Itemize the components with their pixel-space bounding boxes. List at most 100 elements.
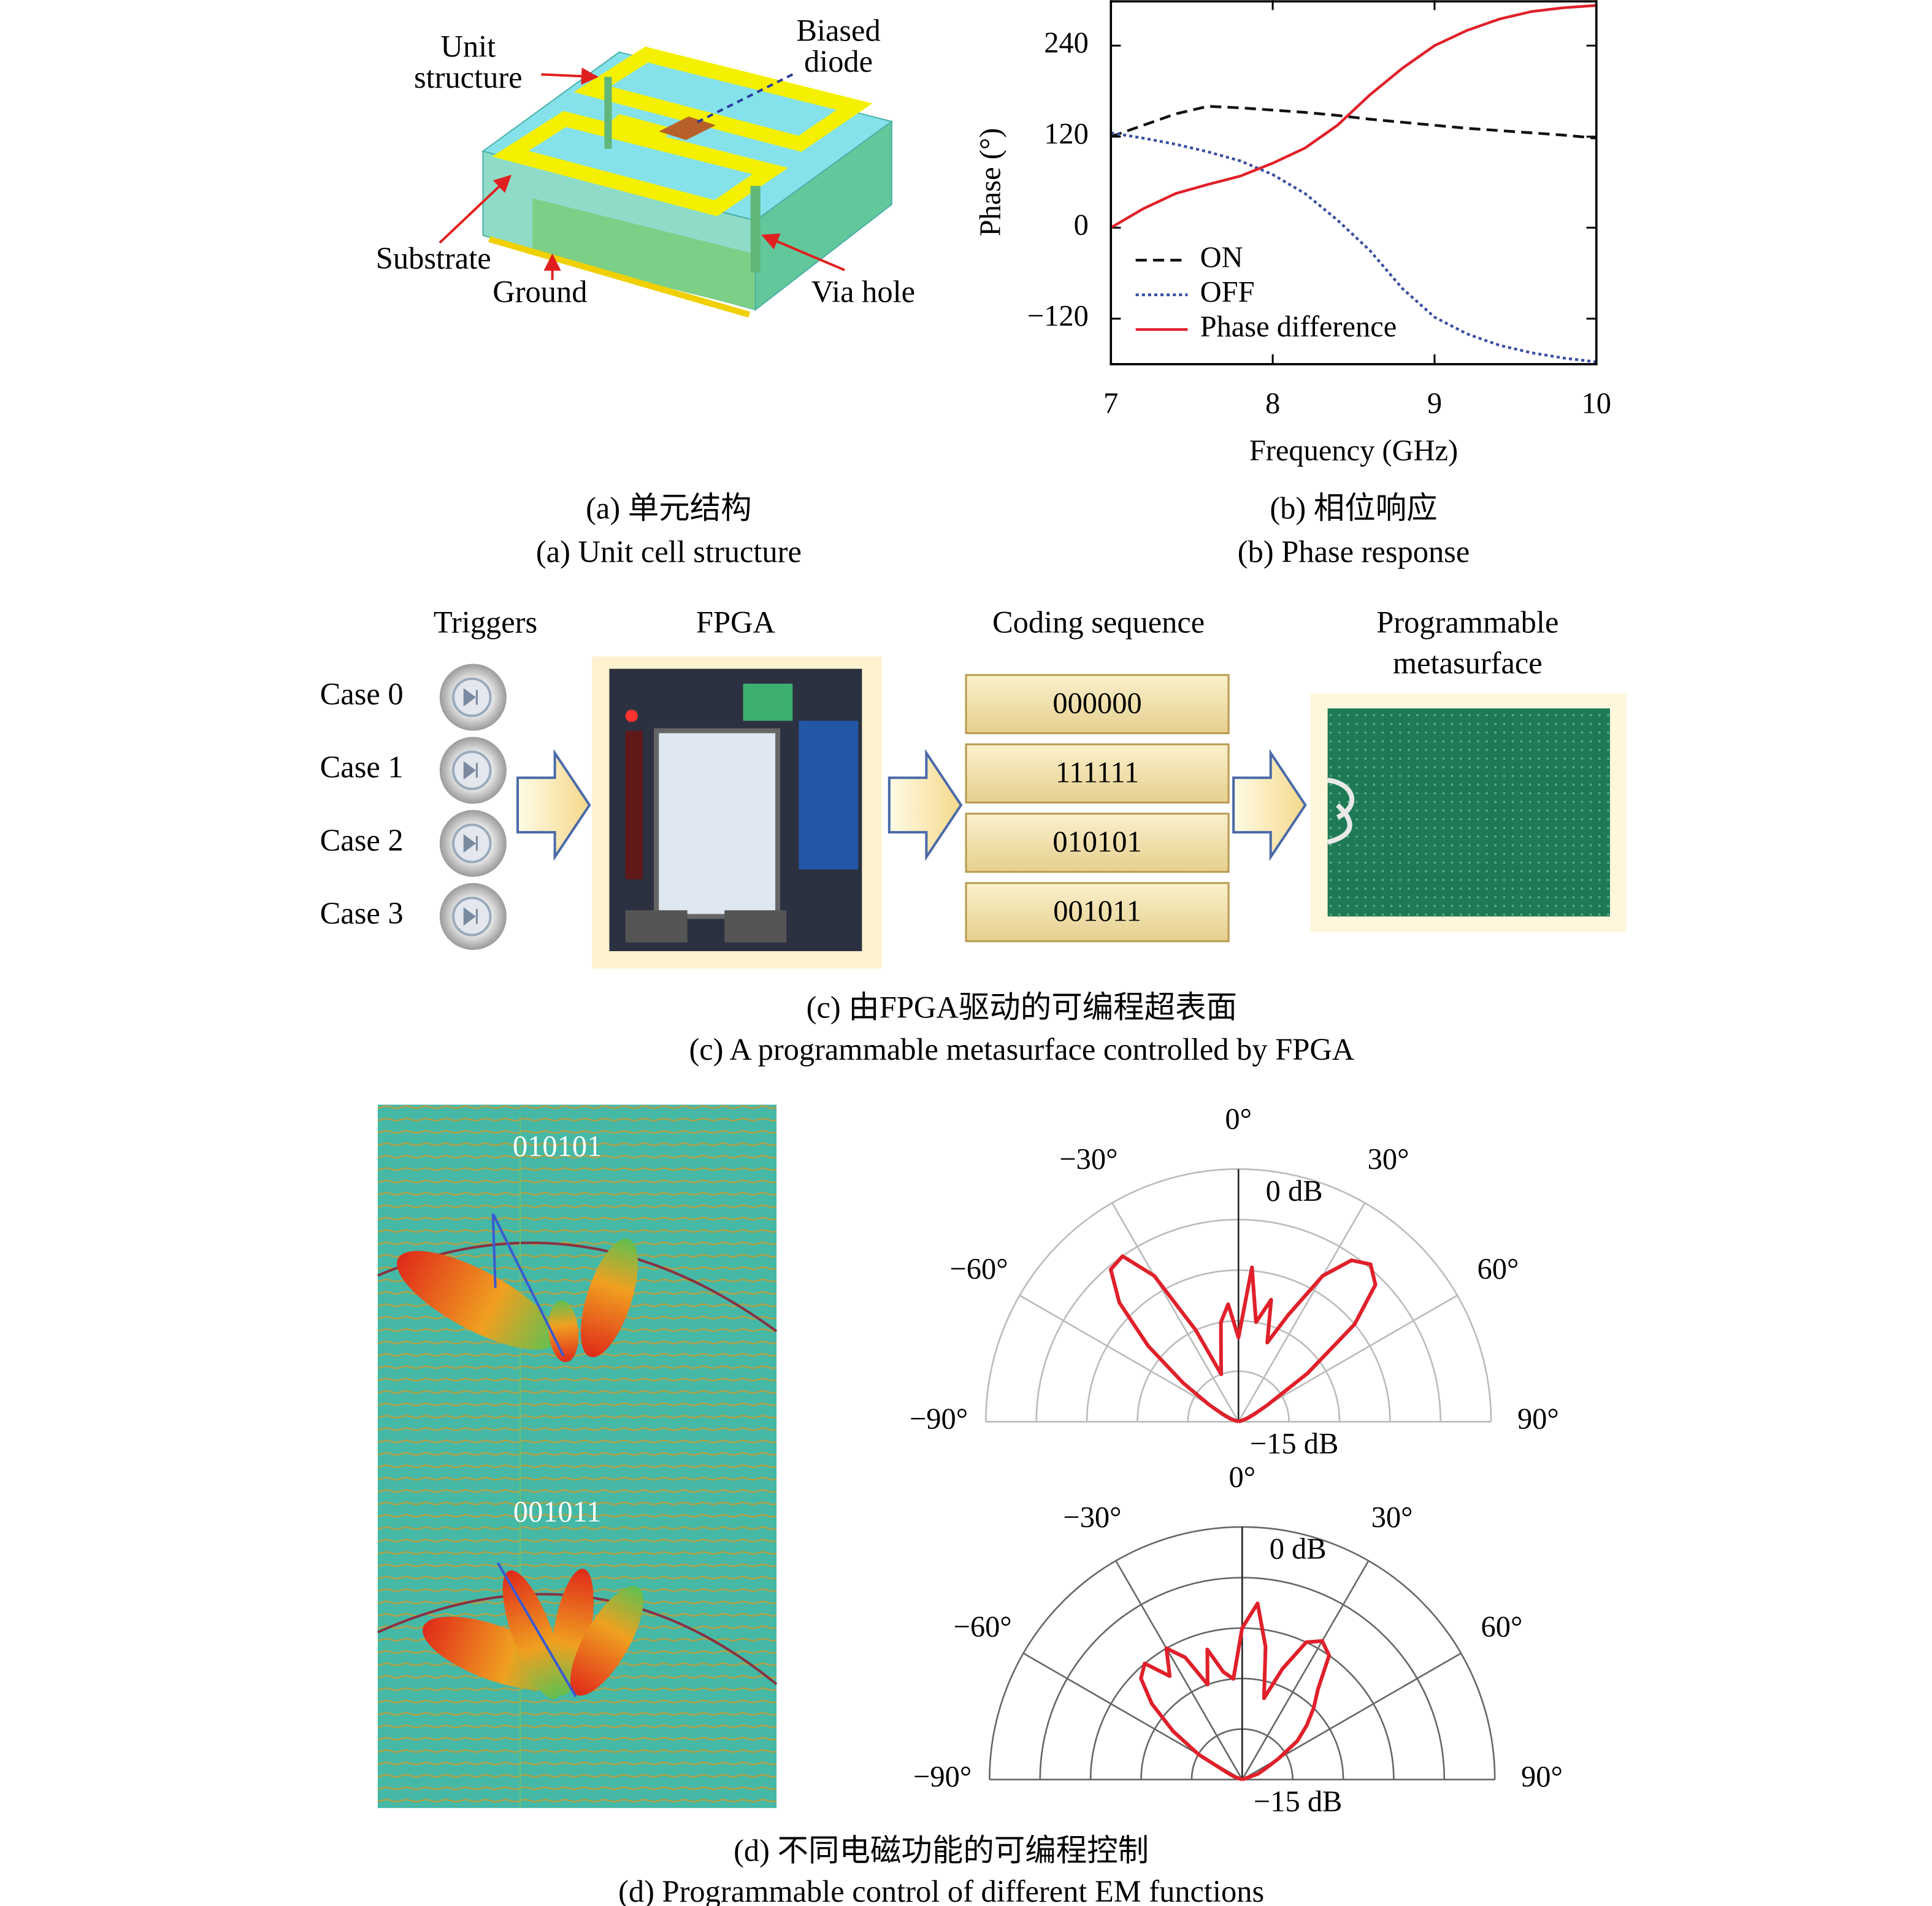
arrow [491,1213,497,1288]
connector [743,683,793,721]
play-icon [463,907,478,926]
theta-tick-label: −60° [949,1253,1008,1285]
caption: (d) 不同电磁功能的可编程控制 [734,1834,1149,1868]
wires [1327,778,1355,845]
theta-tick-label: 0° [1229,1461,1255,1493]
theta-tick-label: 30° [1371,1501,1413,1534]
unit-cell-drawing [439,47,894,318]
r-tick-label: 0 dB [1266,1175,1323,1208]
arrow [491,1213,565,1357]
label: Unit [440,29,496,64]
via [750,186,761,273]
play-icon [463,687,478,707]
caption: (a) 单元结构 [586,491,752,526]
theta-tick-label: −90° [913,1761,972,1793]
label: Biased [796,13,880,47]
header: Triggers [434,605,537,639]
flow-arrow [1232,749,1307,862]
lobe [580,1238,638,1358]
y-axis-label: Phase (°) [975,128,1007,237]
case-label: Case 3 [320,896,404,930]
caption: (b) Phase response [1238,534,1470,568]
unit-patch [602,113,675,144]
metasurface-photo [1310,693,1627,933]
grid-spoke [1241,1560,1370,1780]
caption: (b) 相位响应 [1270,491,1437,526]
caption: (d) Programmable control of different EM… [618,1874,1264,1906]
led [625,710,638,722]
series-line [1110,105,1597,140]
caption: (a) Unit cell structure [536,534,802,568]
arrow [496,1562,577,1697]
grid-spoke [1111,1202,1240,1422]
code-label: 010101 [1052,825,1141,858]
flow: Case 0 Case 1 Case 2 Case 3 000000 111111 0101… [320,664,1307,950]
y-tick-label: 0 [1074,209,1089,241]
grid-spoke [1238,1202,1366,1422]
header: Programmable [1376,605,1558,639]
header: Coding sequence [992,605,1205,639]
label: diode [804,44,873,78]
theta-tick-label: 90° [1517,1403,1559,1435]
ground-strip [488,236,751,318]
port [724,910,787,943]
label: Ground [493,274,587,308]
caption: (c) 由FPGA驱动的可编程超表面 [807,990,1237,1024]
r-tick-label: −15 dB [1254,1785,1342,1818]
pointer [761,233,845,272]
diode [659,117,716,140]
theta-tick-label: 30° [1368,1143,1409,1176]
pattern-line [1108,1254,1378,1424]
play-icon [463,834,478,853]
legend-label: OFF [1200,276,1255,308]
theta-tick-label: −30° [1059,1143,1117,1176]
header: metasurface [1393,646,1543,680]
label: structure [414,60,523,94]
lobe [570,1586,643,1696]
code-box [965,674,1230,735]
fpga-board [592,656,882,969]
flow-arrow [887,749,963,862]
case-label: Case 0 [320,677,404,711]
unit-ring [492,111,789,216]
x-axis-label: Frequency (GHz) [1249,434,1458,467]
r-tick-label: 0 dB [1270,1533,1327,1565]
simulation-background [377,1104,777,1808]
code-box [965,882,1230,943]
plot-frame [1110,0,1598,366]
caption: (c) A programmable metasurface controlle… [689,1032,1354,1066]
pattern-line [1139,1601,1332,1782]
theta-tick-label: 90° [1521,1761,1563,1793]
ground-face [532,198,756,310]
unit-ring [573,47,873,152]
flow-arrow [516,749,591,862]
lobe [397,1250,557,1350]
theta-tick-label: 60° [1481,1611,1523,1644]
x-tick-label: 8 [1265,388,1280,420]
series-line [1110,4,1597,229]
pattern-label: 001011 [513,1496,602,1528]
label: Substrate [376,241,491,275]
code-label: 001011 [1053,895,1141,928]
label: Via hole [811,274,915,308]
port [625,910,688,943]
code-box [965,813,1230,873]
grid-spoke [1115,1560,1243,1780]
pattern-label: 010101 [513,1130,602,1163]
case-label: Case 1 [320,750,404,784]
lobe [548,1300,579,1363]
y-tick-label: 120 [1044,118,1089,150]
code-label: 000000 [1052,687,1141,719]
theta-tick-label: −90° [910,1403,968,1435]
legend-label: Phase difference [1200,310,1397,343]
via [604,77,612,149]
x-tick-label: 9 [1427,388,1442,420]
header: FPGA [696,605,776,639]
play-icon [463,761,478,780]
code-label: 111111 [1056,756,1139,789]
theta-tick-label: −60° [954,1611,1012,1644]
code-box [965,743,1230,804]
screen [654,728,781,919]
theta-tick-label: 60° [1477,1253,1519,1285]
